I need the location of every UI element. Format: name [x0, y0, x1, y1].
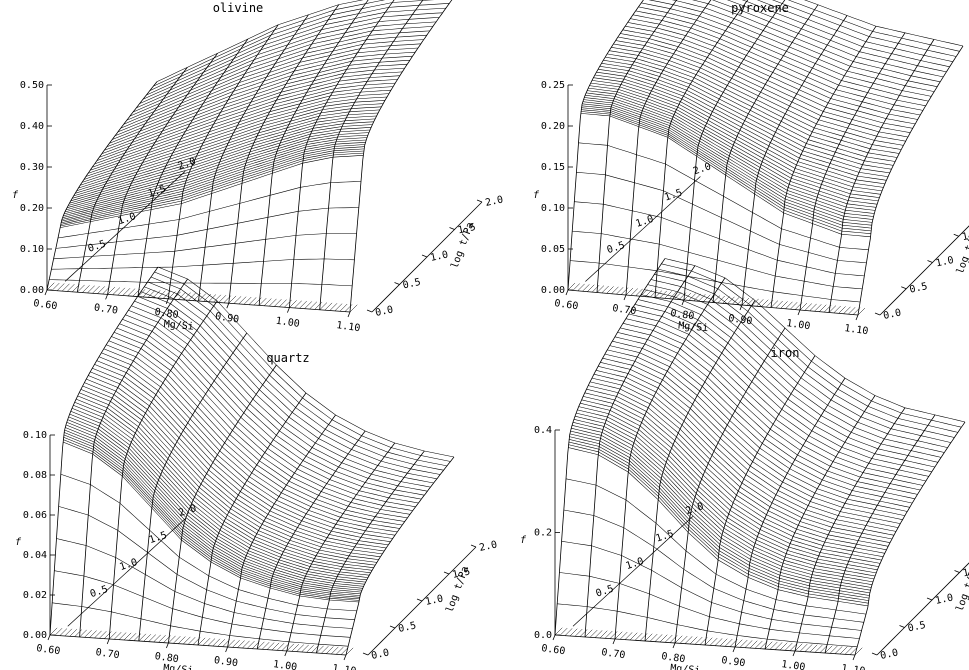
x-tick-label: 1.00 — [781, 659, 806, 670]
x-tick-label: 0.60 — [33, 298, 58, 312]
z-axis: 0.00 0.05 0.10 0.15 0.20 0.25 f — [533, 80, 573, 296]
chart-panel-olivine: olivine 0.00 0.10 0.20 0.30 0.40 0.50 f 0.5 1.0 1.… — [12, 0, 504, 334]
y-tick-label: 2.0 — [484, 194, 504, 209]
z-axis-label: f — [12, 190, 19, 201]
y-axis-label: log t/Pa — [444, 565, 471, 614]
y-axis-inner: 0.5 1.0 1.5 2.0 — [65, 156, 197, 281]
y-tick-label-inner: 1.0 — [634, 214, 655, 230]
y-tick-label-inner: 2.0 — [692, 161, 713, 177]
chart-panel-pyroxene: pyroxene 0.00 0.05 0.10 0.15 0.20 0.25 f 0.5 1.0 1… — [533, 0, 969, 337]
z-tick-label: 0.04 — [23, 550, 47, 561]
z-tick-label: 0.0 — [534, 630, 552, 641]
z-axis: 0.00 0.02 0.04 0.06 0.08 0.10 f — [15, 430, 55, 641]
y-tick-label: 0.5 — [397, 620, 417, 635]
y-tick-label: 0.0 — [879, 647, 899, 662]
y-tick-label-inner: 0.5 — [87, 239, 108, 255]
surface-mesh — [47, 0, 460, 312]
x-tick-label: 0.70 — [93, 302, 118, 316]
y-tick-label: 0.0 — [374, 304, 394, 319]
y-tick-label: 1.0 — [429, 249, 449, 264]
y-tick-label-inner: 0.5 — [595, 584, 616, 600]
y-tick-label: 1.0 — [935, 255, 955, 270]
z-tick-label: 0.15 — [541, 162, 565, 173]
z-tick-label: 0.00 — [541, 285, 565, 296]
y-axis: 0.00.51.01.52.0log t/Pa — [875, 202, 969, 322]
chart-panel-quartz: quartz 0.00 0.02 0.04 0.06 0.08 0.10 f 0.5 1.0 1.5… — [15, 267, 498, 670]
y-tick-label: 0.0 — [370, 647, 390, 662]
y-axis-label: log t/Pa — [449, 221, 476, 270]
z-axis: 0.0 0.2 0.4 f — [520, 425, 560, 641]
y-tick-label: 0.0 — [882, 307, 902, 322]
y-tick-label: 2.0 — [478, 539, 498, 554]
z-tick-label: 0.10 — [541, 203, 565, 214]
x-tick-label: 1.10 — [332, 663, 357, 670]
chart-title: iron — [771, 346, 800, 360]
z-axis-label: f — [15, 537, 22, 548]
x-tick-label: 0.90 — [214, 311, 239, 325]
z-tick-label: 0.05 — [541, 244, 565, 255]
z-tick-label: 0.2 — [534, 528, 552, 539]
z-axis: 0.00 0.10 0.20 0.30 0.40 0.50 f — [12, 80, 52, 296]
z-tick-label: 0.10 — [23, 430, 47, 441]
y-tick-label-inner: 1.0 — [118, 557, 139, 573]
z-tick-label: 0.06 — [23, 510, 47, 521]
x-tick-label: 0.70 — [601, 647, 626, 661]
y-tick-label-inner: 1.5 — [663, 188, 684, 204]
z-axis-label: f — [520, 535, 527, 546]
x-tick-label: 0.90 — [721, 655, 746, 669]
chart-title: quartz — [266, 351, 309, 365]
x-tick-label: 0.70 — [95, 647, 120, 661]
x-axis-label: Mg/Si — [670, 663, 701, 670]
y-tick-label-inner: 0.5 — [89, 584, 110, 600]
x-tick-label: 1.00 — [272, 659, 297, 670]
z-tick-label: 0.00 — [20, 285, 44, 296]
z-tick-label: 0.50 — [20, 80, 44, 91]
y-tick-label-inner: 1.5 — [655, 529, 676, 545]
z-tick-label: 0.10 — [20, 244, 44, 255]
y-tick-label-inner: 1.5 — [148, 530, 169, 546]
z-tick-label: 0.20 — [541, 121, 565, 132]
z-tick-label: 0.08 — [23, 470, 47, 481]
x-tick-label: 1.00 — [786, 318, 811, 332]
x-tick-label: 0.60 — [36, 643, 61, 657]
x-tick-label: 0.60 — [541, 643, 566, 657]
chart-title: olivine — [213, 1, 264, 15]
z-tick-label: 0.30 — [20, 162, 44, 173]
z-tick-label: 0.00 — [23, 630, 47, 641]
x-tick-label: 0.90 — [213, 655, 238, 669]
z-tick-label: 0.40 — [20, 121, 44, 132]
x-tick-label: 0.60 — [554, 298, 579, 312]
y-tick-label-inner: 1.5 — [147, 184, 168, 200]
y-tick-label: 1.0 — [424, 593, 444, 608]
y-tick-label-inner: 0.5 — [606, 240, 627, 256]
z-tick-label: 0.25 — [541, 80, 565, 91]
surface-mesh — [568, 0, 963, 315]
x-tick-label: 1.10 — [841, 663, 866, 670]
surface-mesh — [555, 259, 965, 656]
y-tick-label: 0.5 — [402, 277, 422, 292]
x-tick-label: 0.90 — [728, 313, 753, 327]
x-tick-label: 1.00 — [275, 316, 300, 330]
y-tick-label: 0.5 — [909, 281, 929, 296]
y-tick-label: 1.0 — [934, 592, 954, 607]
y-tick-label: 0.5 — [907, 620, 927, 635]
x-tick-label: 1.10 — [844, 323, 869, 337]
z-tick-label: 0.20 — [20, 203, 44, 214]
chart-title: pyroxene — [731, 1, 789, 15]
z-tick-label: 0.02 — [23, 590, 47, 601]
y-tick-label-inner: 2.0 — [177, 503, 198, 519]
surface-mesh — [50, 267, 454, 655]
y-tick-label-inner: 2.0 — [685, 501, 706, 517]
z-tick-label: 0.4 — [534, 425, 552, 436]
z-axis-label: f — [533, 190, 540, 201]
x-axis-label: Mg/Si — [163, 663, 194, 670]
x-tick-label: 1.10 — [336, 320, 361, 334]
